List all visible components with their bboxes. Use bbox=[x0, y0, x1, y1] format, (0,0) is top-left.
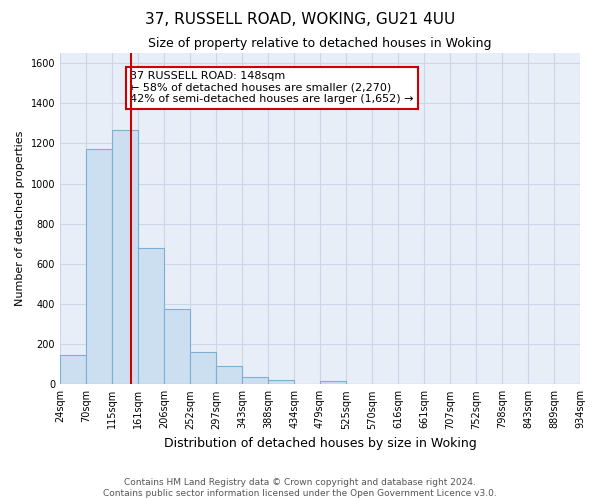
Bar bbox=[164, 309, 190, 384]
Y-axis label: Number of detached properties: Number of detached properties bbox=[15, 131, 25, 306]
Bar bbox=[60, 354, 86, 384]
Text: Contains HM Land Registry data © Crown copyright and database right 2024.
Contai: Contains HM Land Registry data © Crown c… bbox=[103, 478, 497, 498]
Bar bbox=[242, 377, 268, 384]
Bar bbox=[320, 382, 346, 384]
X-axis label: Distribution of detached houses by size in Woking: Distribution of detached houses by size … bbox=[164, 437, 476, 450]
Text: 37 RUSSELL ROAD: 148sqm
← 58% of detached houses are smaller (2,270)
42% of semi: 37 RUSSELL ROAD: 148sqm ← 58% of detache… bbox=[130, 72, 414, 104]
Bar bbox=[139, 248, 164, 384]
Bar bbox=[268, 380, 295, 384]
Text: 37, RUSSELL ROAD, WOKING, GU21 4UU: 37, RUSSELL ROAD, WOKING, GU21 4UU bbox=[145, 12, 455, 28]
Bar bbox=[216, 366, 242, 384]
Title: Size of property relative to detached houses in Woking: Size of property relative to detached ho… bbox=[148, 38, 492, 51]
Bar bbox=[190, 352, 216, 384]
Bar bbox=[86, 150, 112, 384]
Bar bbox=[112, 130, 139, 384]
